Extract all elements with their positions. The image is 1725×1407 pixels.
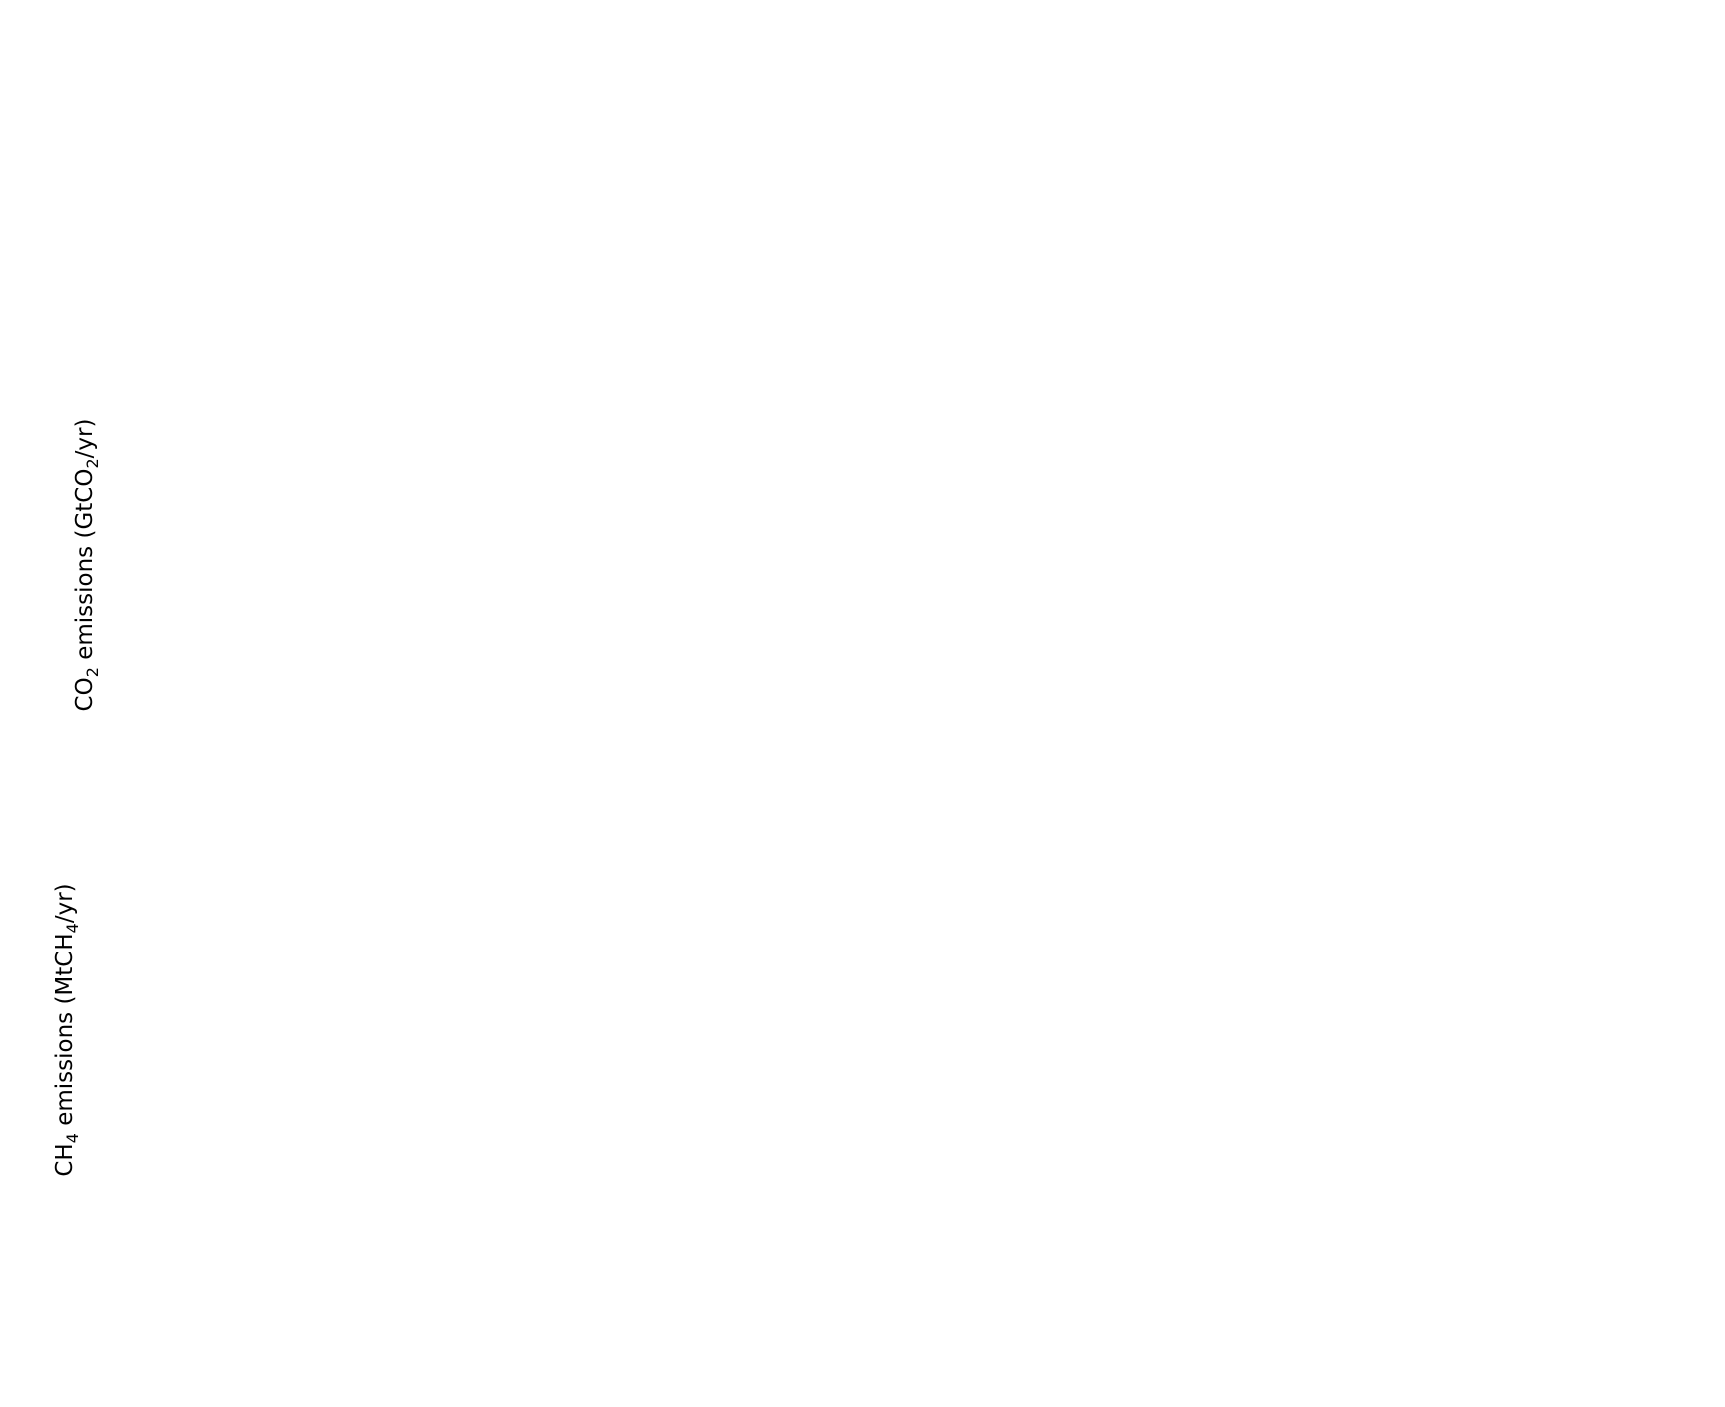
co2-ylabel: CO2 emissions (GtCO2/yr) [72,419,102,712]
ch4-ylabel: CH4 emissions (MtCH4/yr) [52,883,82,1176]
y-axis-labels: CO2 emissions (GtCO2/yr) CH4 emissions (… [52,419,102,1177]
